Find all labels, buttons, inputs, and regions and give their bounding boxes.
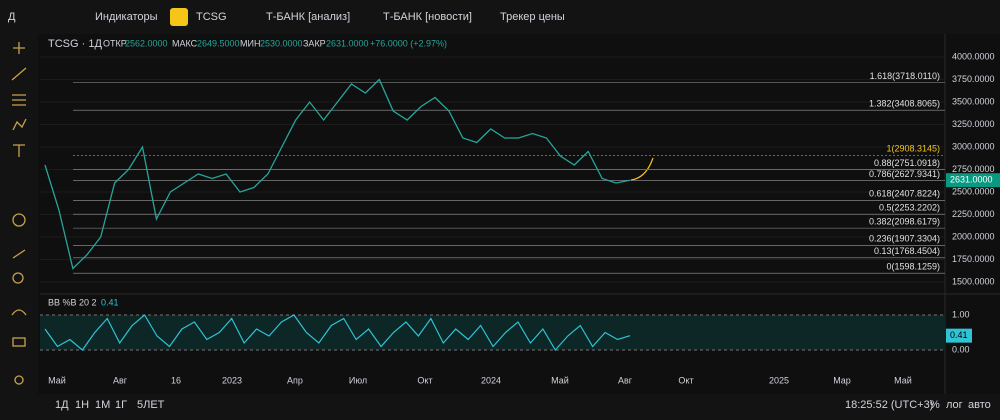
fib-label: 0.5(2253.2202) — [879, 203, 940, 213]
x-tick-label: Май — [894, 375, 912, 385]
x-tick-label: Май — [551, 375, 569, 385]
fib-label: 1.618(3718.0110) — [870, 71, 940, 81]
legend-value: 2649.5000 — [197, 38, 240, 48]
fib-label: 0.88(2751.0918) — [874, 158, 940, 168]
last-price-label: 2631.0000 — [950, 175, 993, 185]
y-tick-label: 2500.0000 — [952, 186, 995, 196]
range-button[interactable]: 5ЛЕТ — [137, 399, 165, 411]
fib-label: 0.382(2098.6179) — [869, 216, 940, 226]
x-tick-label: Апр — [287, 375, 303, 385]
x-tick-label: Окт — [678, 375, 693, 385]
percent[interactable]: % — [930, 399, 940, 411]
indicators[interactable]: Индикаторы — [95, 11, 158, 23]
range-button[interactable]: 1Д — [55, 399, 69, 411]
fib-label: 0.786(2627.9341) — [869, 169, 940, 179]
legend-symbol: TCSG · 1Д — [48, 38, 102, 50]
fib-label: 1.382(3408.8065) — [869, 99, 940, 109]
range-button[interactable]: 1Г — [115, 399, 127, 411]
x-tick-label: Мар — [833, 375, 851, 385]
auto[interactable]: авто — [968, 399, 991, 411]
y-tick-label: 2000.0000 — [952, 231, 995, 241]
tab[interactable]: Т-БАНК [анализ] — [266, 11, 350, 23]
y-tick-label: 1.00 — [952, 309, 970, 319]
price-line — [44, 78, 631, 270]
y-tick-label: 2250.0000 — [952, 209, 995, 219]
y-tick-label: 3500.0000 — [952, 96, 995, 106]
fib-label: 0.13(1768.4504) — [874, 246, 940, 256]
fib-label: 0(1598.1259) — [886, 262, 940, 272]
legend-label: ЗАКР — [303, 38, 326, 48]
range-button[interactable]: 1Н — [75, 399, 89, 411]
legend-value: 2562.0000 — [125, 38, 168, 48]
legend-value: 2530.0000 — [260, 38, 303, 48]
log[interactable]: лог — [946, 399, 963, 411]
legend-value: 2631.0000 — [326, 38, 369, 48]
tab[interactable]: Т-БАНК [новости] — [383, 11, 472, 23]
y-tick-label: 3250.0000 — [952, 119, 995, 129]
x-tick-label: Авг — [113, 375, 128, 385]
legend-label: МАКС — [172, 38, 198, 48]
x-tick-label: Май — [48, 375, 66, 385]
indicator-tag — [946, 328, 972, 343]
last-price-tag — [946, 173, 1000, 188]
x-tick-label: 16 — [171, 375, 181, 385]
band-fill — [40, 315, 945, 350]
fib-label: 0.236(1907.3304) — [869, 234, 940, 244]
y-tick-label: 3000.0000 — [952, 141, 995, 151]
x-tick-label: 2023 — [222, 375, 242, 385]
tracker[interactable]: Трекер цены — [500, 11, 565, 23]
fib-label: 0.618(2407.8224) — [869, 189, 940, 199]
range-button[interactable]: 1М — [95, 399, 110, 411]
time: 18:25:52 (UTC+3) — [845, 399, 933, 411]
legend-change: +76.0000 (+2.97%) — [370, 38, 447, 48]
legend: TCSG · 1Д ОТКР 2562.0000 МАКС 2649.5000 … — [48, 38, 447, 307]
y-tick-label: 2750.0000 — [952, 164, 995, 174]
indicator-line — [44, 314, 631, 352]
legend-label: ОТКР — [103, 38, 127, 48]
x-tick-label: 2025 — [769, 375, 789, 385]
indicator-value: 0.41 — [101, 297, 119, 307]
symbol[interactable]: TCSG — [196, 11, 227, 23]
x-tick-label: Авг — [618, 375, 633, 385]
x-tick-label: Июл — [349, 375, 367, 385]
y-tick-label: 1500.0000 — [952, 276, 995, 286]
y-tick-label: 3750.0000 — [952, 74, 995, 84]
symbol-letter[interactable]: Д — [8, 11, 16, 23]
indicator-name: BB %B 20 2 — [48, 297, 97, 307]
x-tick-label: 2024 — [481, 375, 501, 385]
legend-label: МИН — [240, 38, 260, 48]
y-tick-label: 4000.0000 — [952, 51, 995, 61]
y-tick-label: 0.00 — [952, 344, 970, 354]
x-tick-label: Окт — [417, 375, 432, 385]
fib-label: 1(2908.3145) — [886, 144, 940, 154]
y-tick-label: 1750.0000 — [952, 254, 995, 264]
indicator-tag-label: 0.41 — [950, 330, 968, 340]
